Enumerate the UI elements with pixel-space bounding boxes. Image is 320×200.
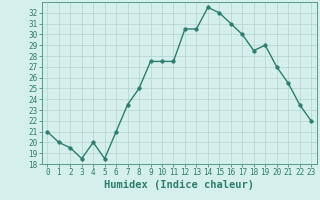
X-axis label: Humidex (Indice chaleur): Humidex (Indice chaleur) [104,180,254,190]
